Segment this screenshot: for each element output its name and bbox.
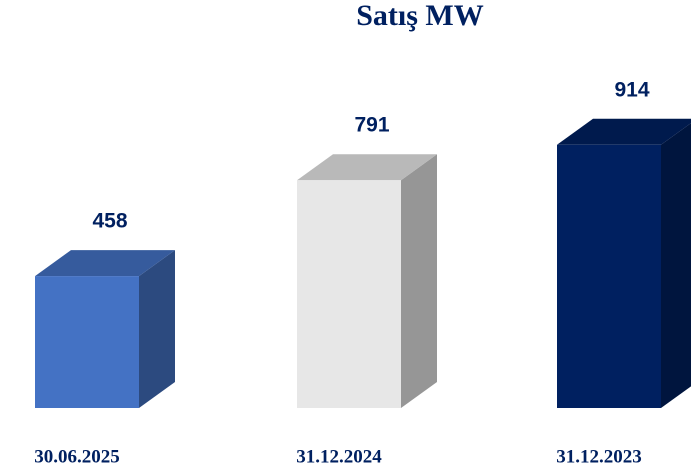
bar-top bbox=[557, 118, 691, 145]
bar-top bbox=[35, 250, 175, 277]
bar-side bbox=[661, 123, 691, 408]
chart-title: Satış MW bbox=[356, 0, 484, 32]
bar bbox=[35, 276, 139, 408]
bar bbox=[297, 180, 401, 408]
value-label: 458 bbox=[92, 210, 127, 233]
value-label: 791 bbox=[354, 114, 389, 137]
x-tick-label: 31.12.2023 bbox=[556, 446, 642, 467]
bar-top bbox=[297, 154, 437, 181]
bar-side bbox=[401, 154, 437, 408]
value-label: 914 bbox=[614, 78, 649, 101]
x-tick-label: 30.06.2025 bbox=[34, 446, 120, 467]
bar bbox=[557, 144, 661, 408]
x-tick-label: 31.12.2024 bbox=[296, 446, 382, 467]
bar-side bbox=[139, 250, 175, 408]
